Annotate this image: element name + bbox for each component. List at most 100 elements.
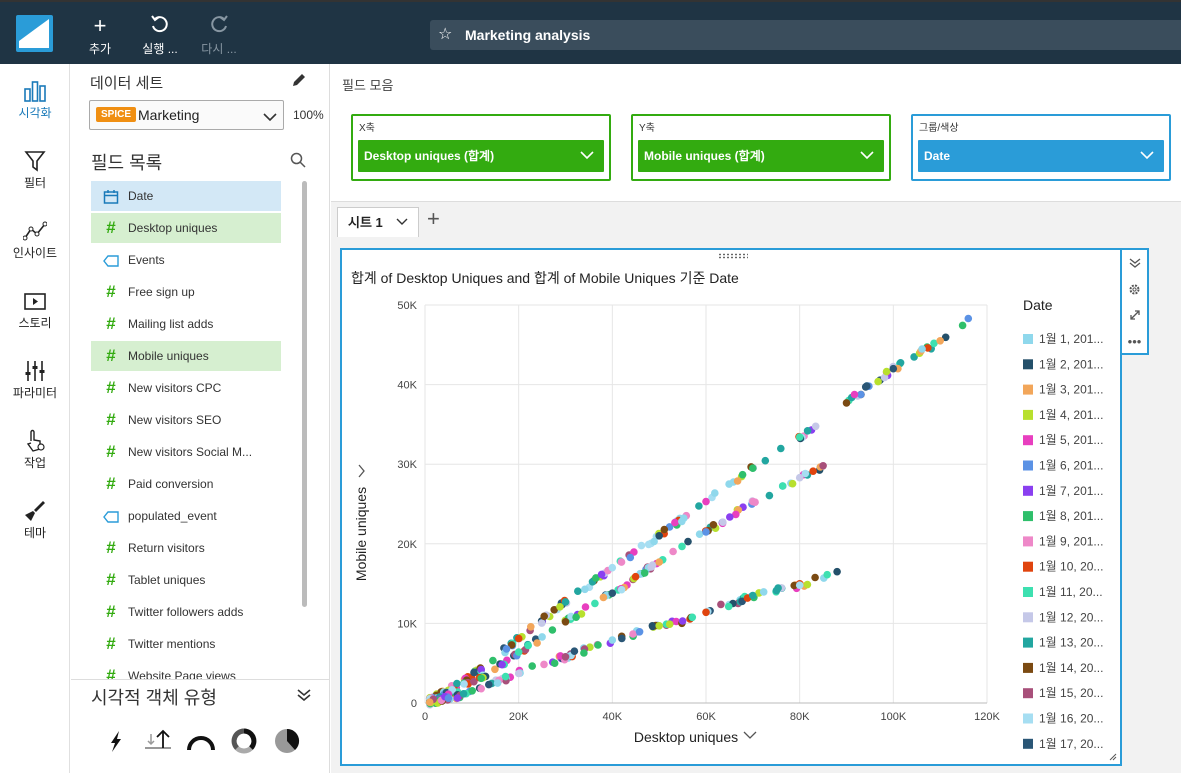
legend-swatch[interactable] <box>1023 409 1033 420</box>
data-point[interactable] <box>719 518 727 526</box>
data-point[interactable] <box>629 630 637 638</box>
legend-item-label[interactable]: 1월 9, 201... <box>1039 534 1103 548</box>
legend-swatch[interactable] <box>1023 485 1033 496</box>
data-point[interactable] <box>772 586 781 595</box>
chevron-down-icon[interactable] <box>860 140 874 172</box>
data-point[interactable] <box>749 591 757 600</box>
legend-swatch[interactable] <box>1023 359 1033 370</box>
legend-item-label[interactable]: 1월 15, 20... <box>1039 686 1103 700</box>
data-point[interactable] <box>918 345 926 353</box>
gear-icon[interactable] <box>1122 276 1147 302</box>
data-point[interactable] <box>702 608 710 617</box>
data-point[interactable] <box>556 603 564 611</box>
data-point[interactable] <box>527 623 535 631</box>
data-point[interactable] <box>477 674 485 683</box>
nav-item-visualize[interactable]: 시각화 <box>0 78 70 121</box>
data-point[interactable] <box>561 598 570 606</box>
analysis-title-box[interactable]: ☆ Marketing analysis <box>430 20 1181 50</box>
data-point[interactable] <box>648 622 657 630</box>
field-item[interactable]: # Twitter followers adds <box>91 597 281 627</box>
undo-button[interactable]: 실행 ... <box>135 14 185 57</box>
data-point[interactable] <box>538 633 546 641</box>
data-point[interactable] <box>444 694 453 702</box>
data-point[interactable] <box>765 491 774 500</box>
data-point[interactable] <box>655 558 663 566</box>
data-point[interactable] <box>592 574 600 582</box>
legend-item-label[interactable]: 1월 16, 20... <box>1039 712 1103 726</box>
chevron-down-icon[interactable] <box>396 208 408 238</box>
group-field-pill[interactable]: Date <box>918 140 1164 172</box>
data-point[interactable] <box>896 359 905 367</box>
data-point[interactable] <box>514 669 523 678</box>
legend-item-label[interactable]: 1월 8, 201... <box>1039 509 1103 523</box>
data-point[interactable] <box>726 513 734 521</box>
data-point[interactable] <box>470 677 478 686</box>
field-item[interactable]: # New visitors SEO <box>91 405 281 435</box>
field-item[interactable]: # Free sign up <box>91 277 281 307</box>
data-point[interactable] <box>491 665 499 674</box>
data-point[interactable] <box>702 497 710 506</box>
data-point[interactable] <box>561 653 570 661</box>
data-point[interactable] <box>626 553 635 562</box>
field-item[interactable]: populated_event <box>91 501 281 531</box>
legend-item-label[interactable]: 1월 12, 20... <box>1039 610 1103 624</box>
data-point[interactable] <box>819 462 827 470</box>
data-point[interactable] <box>759 588 768 596</box>
data-point[interactable] <box>453 694 462 702</box>
data-point[interactable] <box>460 680 468 688</box>
data-point[interactable] <box>468 687 476 695</box>
legend-item-label[interactable]: 1월 5, 201... <box>1039 433 1103 447</box>
data-point[interactable] <box>833 567 841 576</box>
data-point[interactable] <box>470 668 478 677</box>
data-point[interactable] <box>803 427 812 435</box>
data-point[interactable] <box>493 679 502 687</box>
legend-swatch[interactable] <box>1023 384 1033 395</box>
field-item[interactable]: Events <box>91 245 281 275</box>
data-point[interactable] <box>910 353 918 361</box>
nav-item-theme[interactable]: 테마 <box>0 498 70 541</box>
legend-swatch[interactable] <box>1023 587 1033 597</box>
y-axis-field-pill[interactable]: Mobile uniques (합계) <box>638 140 884 172</box>
more-options-icon[interactable]: ••• <box>1127 333 1142 349</box>
data-point[interactable] <box>732 510 740 519</box>
data-point[interactable] <box>889 364 898 373</box>
legend-item-label[interactable]: 1월 2, 201... <box>1039 357 1103 371</box>
data-point[interactable] <box>857 390 865 399</box>
data-point[interactable] <box>425 698 434 706</box>
data-point[interactable] <box>608 636 617 644</box>
data-point[interactable] <box>581 603 590 611</box>
data-point[interactable] <box>572 613 580 621</box>
data-point[interactable] <box>809 467 817 475</box>
data-point[interactable] <box>795 581 804 589</box>
legend-swatch[interactable] <box>1023 612 1033 623</box>
double-chevron-down-icon[interactable] <box>297 688 311 706</box>
data-point[interactable] <box>540 660 548 669</box>
data-point[interactable] <box>550 659 559 667</box>
data-point[interactable] <box>617 585 626 594</box>
tab-sheet-1[interactable]: 시트 1 <box>337 207 419 238</box>
data-point[interactable] <box>790 581 798 590</box>
data-point[interactable] <box>594 641 602 649</box>
chevron-right-icon[interactable] <box>358 464 365 478</box>
data-point[interactable] <box>702 528 710 536</box>
data-point[interactable] <box>630 548 638 556</box>
legend-swatch[interactable] <box>1023 460 1033 471</box>
quicksight-logo[interactable] <box>16 15 53 52</box>
data-point[interactable] <box>958 321 967 330</box>
data-point[interactable] <box>717 600 725 609</box>
data-point[interactable] <box>637 541 646 550</box>
data-point[interactable] <box>695 530 704 538</box>
data-point[interactable] <box>684 537 692 546</box>
x-axis-field-pill[interactable]: Desktop uniques (합계) <box>358 140 604 172</box>
data-point[interactable] <box>550 606 558 614</box>
data-point[interactable] <box>795 433 804 441</box>
legend-swatch[interactable] <box>1023 334 1033 344</box>
field-item[interactable]: # Tablet uniques <box>91 565 281 595</box>
data-point[interactable] <box>561 618 570 626</box>
data-point[interactable] <box>788 479 797 488</box>
data-point[interactable] <box>650 537 658 546</box>
data-point[interactable] <box>608 589 617 597</box>
y-axis-well[interactable]: Y축 Mobile uniques (합계) <box>631 114 891 181</box>
legend-item-label[interactable]: 1월 13, 20... <box>1039 636 1103 650</box>
data-point[interactable] <box>533 639 541 647</box>
